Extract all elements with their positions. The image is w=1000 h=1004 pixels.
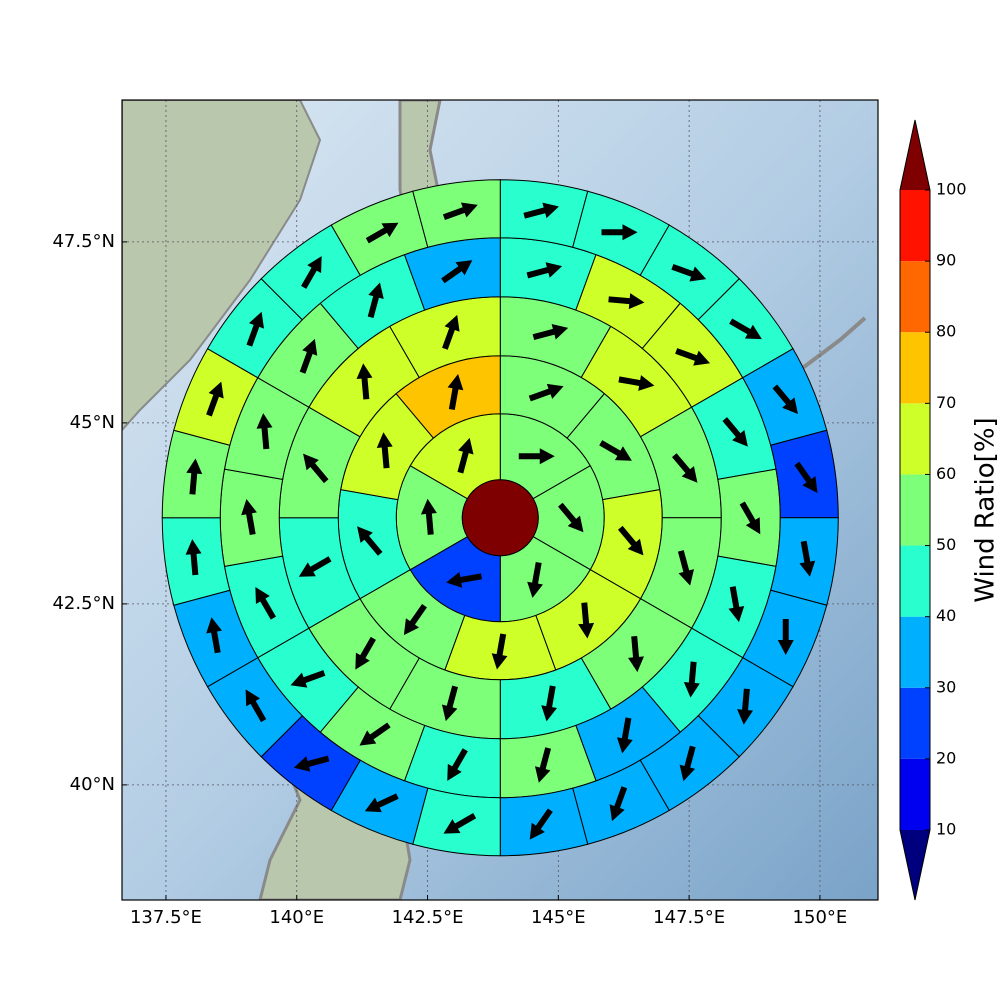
colorbar-swatch bbox=[900, 190, 930, 261]
sectors bbox=[162, 180, 838, 856]
colorbar-label: Wind Ratio[%] bbox=[971, 417, 1000, 602]
colorbar-tick-label: 40 bbox=[936, 606, 956, 625]
y-tick-label: 42.5°N bbox=[52, 593, 115, 614]
x-tick-label: 147.5°E bbox=[653, 907, 725, 928]
x-tick-label: 142.5°E bbox=[392, 907, 464, 928]
colorbar-swatch bbox=[900, 688, 930, 759]
colorbar-tick-label: 10 bbox=[936, 820, 956, 839]
colorbar-tick-label: 50 bbox=[936, 535, 956, 554]
colorbar-tick-label: 70 bbox=[936, 393, 956, 412]
colorbar-extension bbox=[900, 830, 930, 900]
colorbar-swatch bbox=[900, 403, 930, 474]
colorbar-swatch bbox=[900, 332, 930, 403]
x-tick-label: 140°E bbox=[269, 907, 324, 928]
x-tick-label: 145°E bbox=[531, 907, 586, 928]
x-tick-label: 150°E bbox=[793, 907, 848, 928]
colorbar-tick-label: 80 bbox=[936, 322, 956, 341]
x-tick-label: 137.5°E bbox=[130, 907, 202, 928]
colorbar-swatch bbox=[900, 759, 930, 830]
sector bbox=[413, 788, 500, 856]
colorbar: 10 20 30 40 50 60 70 80 90 100 bbox=[900, 120, 967, 900]
colorbar-tick-label: 60 bbox=[936, 464, 956, 483]
y-tick-label: 40°N bbox=[70, 774, 115, 795]
colorbar-swatch bbox=[900, 546, 930, 617]
colorbar-tick-label: 90 bbox=[936, 251, 956, 270]
y-tick-label: 45°N bbox=[70, 412, 115, 433]
colorbar-swatch bbox=[900, 474, 930, 545]
colorbar-tick-label: 20 bbox=[936, 748, 956, 767]
colorbar-swatch bbox=[900, 617, 930, 688]
colorbar-swatch bbox=[900, 261, 930, 332]
y-tick-label: 47.5°N bbox=[52, 231, 115, 252]
colorbar-tick-label: 30 bbox=[936, 677, 956, 696]
center-cell bbox=[462, 480, 538, 556]
colorbar-extension bbox=[900, 120, 930, 190]
colorbar-tick-label: 100 bbox=[936, 180, 967, 199]
